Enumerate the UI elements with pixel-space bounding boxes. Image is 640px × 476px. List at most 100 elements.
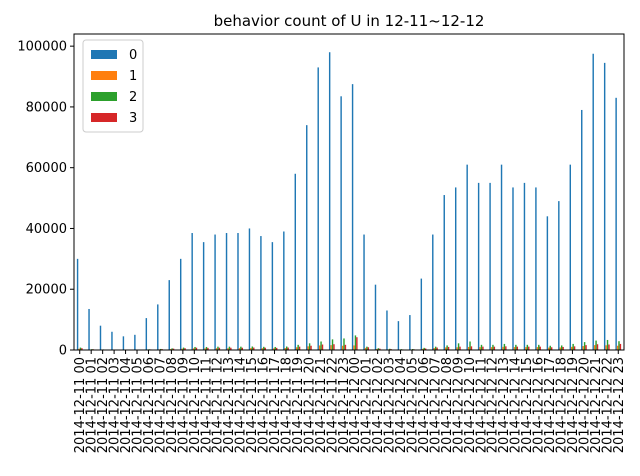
x-tick-label: 2014-12-12 04 [394,357,409,453]
bar-series-2-25 [366,346,368,350]
legend: 0 1 2 3 [82,39,144,133]
x-tick-label: 2014-12-11 05 [131,357,146,453]
bar-series-3-13 [230,347,232,350]
x-tick-label: 2014-12-12 15 [520,357,535,453]
bar-series-2-39 [526,344,529,350]
bar-series-0-10 [191,233,193,350]
x-tick-label: 2014-12-11 23 [337,357,352,453]
bar-series-1-31 [433,348,435,350]
x-tick-label: 2014-12-12 22 [600,357,615,453]
bar-series-0-12 [214,234,216,350]
bar-series-3-45 [596,344,599,350]
bar-series-2-43 [572,343,574,350]
bar-series-3-42 [562,346,564,350]
bar-series-0-32 [443,195,445,350]
bar-series-1-14 [238,348,241,350]
bar-series-0-15 [248,228,251,350]
bar-series-2-17 [274,346,276,350]
bar-series-1-39 [525,347,527,350]
bar-series-0-36 [489,182,491,350]
bar-series-0-19 [294,173,296,350]
bar-series-2-36 [492,344,494,350]
bar-series-2-8 [171,348,173,350]
bar-series-0-37 [500,164,503,350]
x-tick-label: 2014-12-12 14 [509,357,524,453]
x-tick-label: 2014-12-12 05 [406,357,421,453]
bar-series-2-9 [182,347,185,350]
bar-series-3-39 [528,346,530,350]
bar-series-1-20 [307,346,309,350]
bar-series-3-12 [218,347,221,350]
bar-series-0-31 [432,234,434,350]
bar-series-0-33 [454,187,457,350]
bar-series-0-7 [157,304,159,350]
bar-series-2-18 [285,346,288,350]
bar-series-3-21 [321,344,324,350]
bar-series-3-25 [367,347,370,350]
bar-series-1-12 [215,348,218,350]
bar-series-0-23 [340,96,342,350]
bar-series-0-5 [134,334,136,350]
bar-series-0-47 [615,97,617,350]
legend-swatch-0 [91,50,117,59]
x-tick-label: 2014-12-12 00 [348,357,363,453]
bar-series-0-8 [168,280,170,350]
bar-series-1-15 [250,348,252,350]
x-tick-label: 2014-12-11 02 [96,357,111,453]
x-tick-label: 2014-12-12 11 [474,357,489,453]
legend-label-1: 1 [129,69,137,84]
bar-series-1-0 [78,348,80,350]
legend-swatch-3 [91,113,117,122]
legend-label-3: 3 [129,111,137,126]
x-tick-label: 2014-12-11 17 [268,357,283,453]
bar-series-1-44 [582,346,584,350]
x-tick-label: 2014-12-11 11 [199,357,214,453]
bar-series-2-7 [159,348,162,350]
bar-series-2-12 [217,346,219,350]
bar-series-3-41 [550,347,553,350]
bar-series-3-32 [447,346,450,350]
bar-series-1-42 [559,347,561,350]
bar-series-3-22 [333,344,335,350]
bar-series-2-33 [457,343,460,350]
bar-series-2-13 [228,346,231,350]
bar-series-0-20 [306,125,308,351]
bar-series-2-22 [331,339,334,350]
bar-series-1-18 [284,348,286,350]
x-tick-label: 2014-12-11 09 [176,357,191,453]
bar-series-2-40 [538,344,540,350]
bar-series-2-46 [606,339,609,350]
x-tick-label: 2014-12-12 09 [451,357,466,453]
x-tick-label: 2014-12-12 21 [589,357,604,453]
legend-label-0: 0 [129,48,137,63]
bar-series-2-21 [320,341,322,350]
x-tick-label: 2014-12-12 03 [383,357,398,453]
bar-series-3-30 [424,348,427,350]
bar-series-1-43 [571,346,573,350]
bar-series-1-24 [353,345,355,350]
bar-series-2-32 [446,345,448,350]
bar-series-3-16 [264,347,266,350]
bar-series-2-37 [503,343,506,350]
bar-series-0-9 [179,258,182,350]
bar-series-1-32 [444,347,447,350]
bar-series-1-34 [467,346,470,350]
bar-series-1-47 [616,345,619,350]
bar-series-2-14 [240,346,242,350]
x-tick-label: 2014-12-12 12 [486,357,501,453]
bar-series-3-34 [470,346,473,350]
x-tick-label: 2014-12-12 17 [543,357,558,453]
bar-series-2-16 [263,346,265,350]
x-tick-label: 2014-12-12 01 [360,357,375,453]
bar-series-0-45 [592,53,594,350]
bar-series-1-23 [341,345,344,350]
bar-series-2-44 [583,342,586,350]
bar-series-0-25 [363,234,365,350]
bar-series-3-36 [493,346,496,350]
y-tick-label: 80000 [26,100,67,115]
bar-series-2-38 [515,344,517,350]
y-tick-label: 100000 [17,40,67,55]
bar-series-0-2 [99,325,102,350]
